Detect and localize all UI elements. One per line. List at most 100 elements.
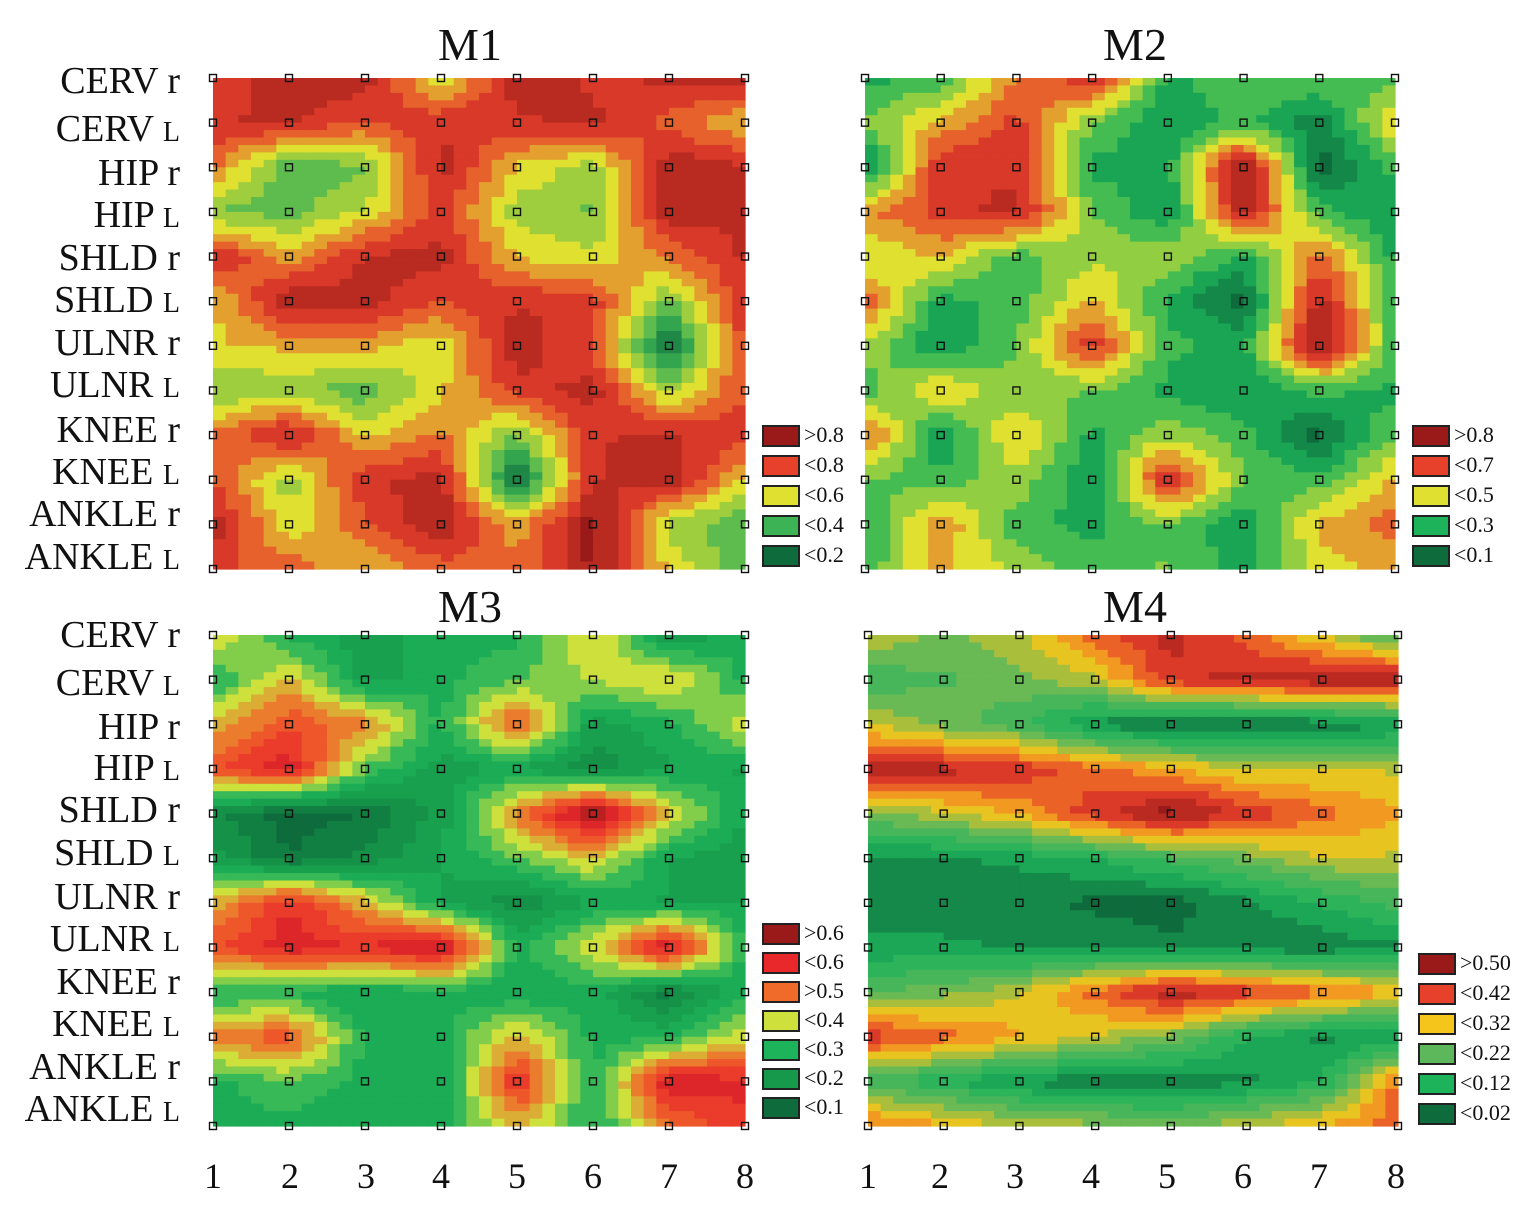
contour-cell: [928, 286, 942, 295]
contour-cell: [1256, 107, 1270, 116]
contour-cell: [593, 278, 607, 287]
contour-cell: [517, 524, 531, 533]
contour-cell: [1155, 92, 1169, 101]
contour-cell: [719, 427, 733, 436]
contour-cell: [1256, 390, 1270, 399]
contour-cell: [643, 375, 657, 384]
contour-cell: [403, 130, 417, 139]
contour-cell: [890, 107, 904, 116]
contour-cell: [631, 137, 645, 146]
contour-cell: [1369, 323, 1383, 332]
contour-cell: [1319, 271, 1333, 280]
contour-cell: [1357, 338, 1371, 347]
contour-cell: [1180, 211, 1194, 220]
sample-point: [360, 475, 370, 484]
contour-cell: [365, 412, 379, 421]
contour-cell: [428, 144, 442, 153]
contour-cell: [441, 539, 455, 548]
contour-cell: [953, 219, 967, 228]
contour-cell: [276, 219, 290, 228]
contour-cell: [978, 301, 992, 310]
contour-cell: [415, 249, 429, 258]
contour-cell: [339, 420, 353, 429]
contour-cell: [213, 338, 227, 347]
contour-cell: [707, 427, 721, 436]
contour-cell: [890, 92, 904, 101]
contour-cell: [940, 249, 954, 258]
contour-cell: [593, 78, 607, 87]
contour-cell: [707, 308, 721, 317]
contour-cell: [1205, 412, 1219, 421]
contour-cell: [428, 137, 442, 146]
contour-cell: [1142, 278, 1156, 287]
contour-cell: [263, 487, 277, 496]
contour-cell: [1205, 353, 1219, 362]
contour-cell: [1066, 249, 1081, 258]
contour-cell: [1155, 100, 1169, 109]
contour-cell: [314, 449, 328, 459]
contour-cell: [605, 472, 619, 481]
contour-cell: [365, 464, 379, 473]
contour-cell: [1256, 122, 1270, 131]
contour-cell: [1079, 308, 1093, 317]
legend-label: >0.8: [804, 422, 844, 447]
contour-cell: [1142, 316, 1156, 325]
sample-point: [740, 296, 750, 306]
contour-cell: [1243, 189, 1257, 198]
contour-cell: [517, 427, 531, 436]
contour-cell: [377, 152, 391, 161]
contour-cell: [555, 435, 569, 444]
contour-cell: [238, 219, 252, 228]
contour-cell: [1218, 293, 1232, 302]
contour-cell: [1029, 263, 1043, 273]
contour-cell: [1029, 174, 1043, 183]
contour-cell: [580, 271, 594, 280]
contour-cell: [1003, 182, 1018, 191]
contour-cell: [732, 174, 746, 183]
contour-cell: [529, 189, 543, 198]
contour-cell: [415, 107, 429, 116]
contour-cell: [390, 338, 404, 347]
contour-cell: [940, 368, 954, 377]
contour-cell: [1193, 338, 1207, 347]
contour-cell: [529, 159, 543, 168]
contour-cell: [567, 211, 581, 220]
contour-cell: [991, 420, 1005, 429]
contour-cell: [1193, 323, 1207, 332]
contour-cell: [953, 353, 967, 362]
contour-cell: [877, 174, 891, 183]
contour-cell: [263, 479, 277, 488]
contour-cell: [580, 115, 594, 124]
contour-cell: [263, 278, 277, 287]
contour-cell: [865, 107, 879, 116]
contour-cell: [453, 249, 467, 258]
contour-cell: [542, 211, 556, 220]
contour-cell: [694, 167, 708, 176]
contour-cell: [1079, 92, 1093, 101]
contour-cell: [403, 412, 417, 421]
contour-cell: [517, 554, 531, 563]
legend-swatch: [762, 515, 800, 537]
contour-cell: [1319, 226, 1333, 235]
contour-cell: [314, 100, 328, 109]
contour-cell: [314, 390, 328, 399]
contour-cell: [1079, 189, 1093, 198]
contour-cell: [1319, 353, 1333, 362]
contour-cell: [390, 509, 404, 518]
sample-point: [208, 163, 218, 172]
contour-cell: [504, 449, 518, 459]
contour-cell: [276, 368, 290, 377]
contour-cell: [1167, 92, 1182, 101]
contour-cell: [1130, 271, 1144, 280]
contour-cell: [1041, 390, 1055, 399]
contour-cell: [1319, 85, 1333, 94]
contour-cell: [377, 159, 391, 168]
contour-cell: [681, 286, 695, 295]
contour-cell: [238, 174, 252, 183]
contour-cell: [327, 249, 341, 258]
contour-cell: [1256, 115, 1270, 124]
contour-cell: [1369, 197, 1383, 206]
contour-cell: [1243, 338, 1257, 347]
contour-cell: [1003, 323, 1018, 332]
contour-cell: [1104, 360, 1118, 369]
